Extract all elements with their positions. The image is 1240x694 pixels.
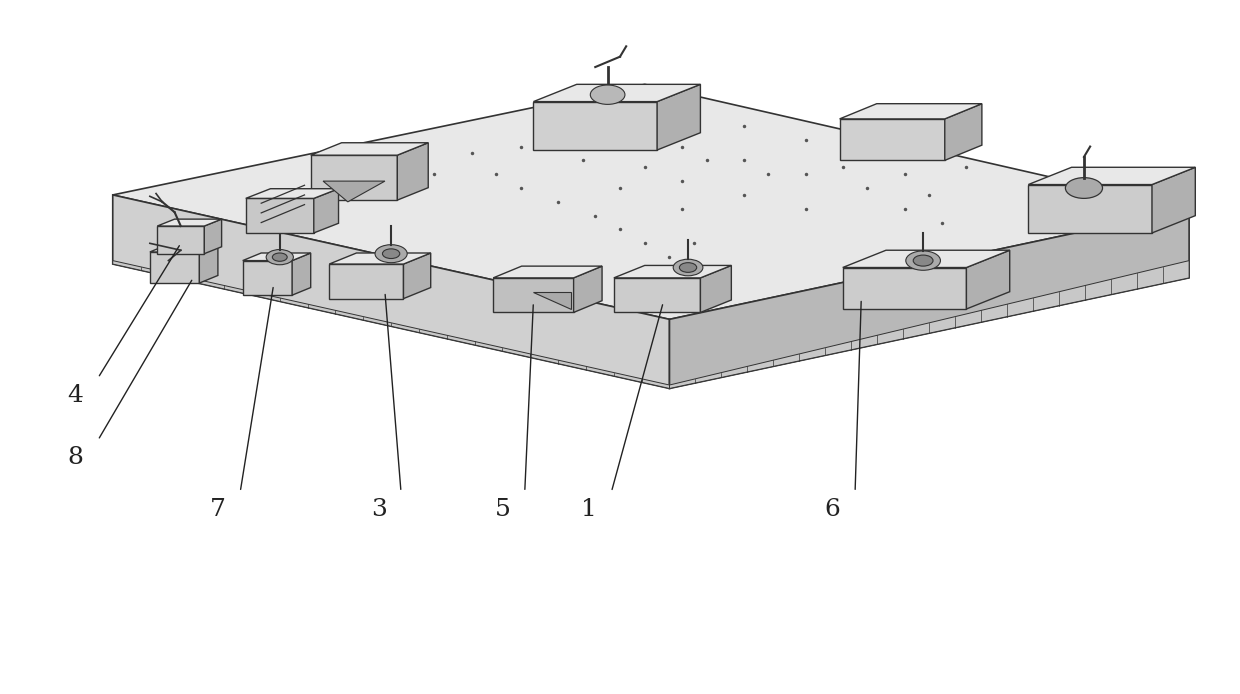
Circle shape <box>905 251 940 270</box>
Polygon shape <box>494 278 574 312</box>
Polygon shape <box>670 209 1189 389</box>
Polygon shape <box>670 261 1189 389</box>
Polygon shape <box>945 103 982 160</box>
Text: 6: 6 <box>825 498 841 521</box>
Polygon shape <box>330 253 430 264</box>
Polygon shape <box>574 266 603 312</box>
Polygon shape <box>843 267 966 309</box>
Polygon shape <box>150 252 200 283</box>
Polygon shape <box>113 195 670 389</box>
Polygon shape <box>403 253 430 298</box>
Circle shape <box>374 245 407 262</box>
Polygon shape <box>314 189 339 233</box>
Polygon shape <box>657 85 701 150</box>
Text: 4: 4 <box>68 384 83 407</box>
Circle shape <box>382 249 399 259</box>
Polygon shape <box>243 253 311 261</box>
Circle shape <box>267 250 294 264</box>
Polygon shape <box>293 253 311 295</box>
Polygon shape <box>1152 167 1195 233</box>
Polygon shape <box>397 143 428 200</box>
Polygon shape <box>839 103 982 119</box>
Polygon shape <box>614 265 732 278</box>
Polygon shape <box>966 251 1009 309</box>
Polygon shape <box>533 85 701 101</box>
Polygon shape <box>494 266 603 278</box>
Polygon shape <box>243 261 293 295</box>
Text: 5: 5 <box>495 498 511 521</box>
Polygon shape <box>157 219 222 226</box>
Circle shape <box>1065 178 1102 198</box>
Polygon shape <box>1028 185 1152 233</box>
Circle shape <box>673 260 703 276</box>
Text: 1: 1 <box>582 498 596 521</box>
Polygon shape <box>157 226 205 254</box>
Circle shape <box>680 262 697 272</box>
Text: 3: 3 <box>371 498 387 521</box>
Circle shape <box>273 253 288 261</box>
Polygon shape <box>150 244 218 252</box>
Polygon shape <box>324 181 384 202</box>
Polygon shape <box>330 264 403 298</box>
Polygon shape <box>205 219 222 254</box>
Circle shape <box>913 255 932 266</box>
Polygon shape <box>1028 167 1195 185</box>
Text: 7: 7 <box>210 498 226 521</box>
Polygon shape <box>843 251 1009 267</box>
Polygon shape <box>839 119 945 160</box>
Polygon shape <box>311 143 428 155</box>
Polygon shape <box>246 198 314 233</box>
Polygon shape <box>533 291 570 309</box>
Polygon shape <box>246 189 339 198</box>
Polygon shape <box>113 85 1189 319</box>
Text: 8: 8 <box>68 446 83 469</box>
Polygon shape <box>113 261 670 389</box>
Polygon shape <box>533 101 657 150</box>
Polygon shape <box>614 278 701 312</box>
Circle shape <box>590 85 625 104</box>
Polygon shape <box>701 265 732 312</box>
Polygon shape <box>311 155 397 200</box>
Polygon shape <box>200 244 218 283</box>
